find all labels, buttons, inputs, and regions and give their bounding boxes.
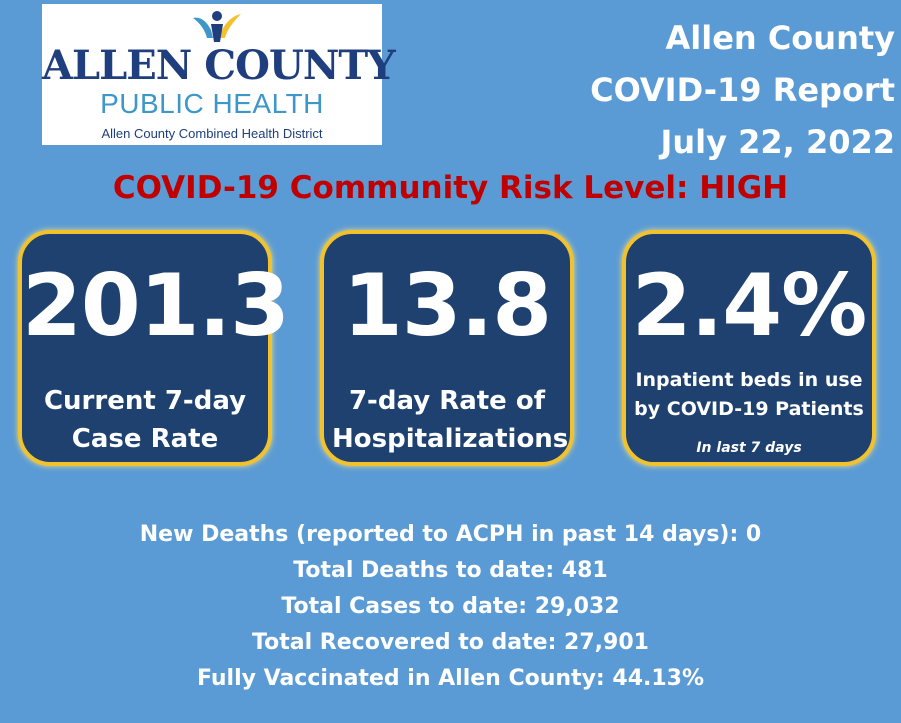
- report-title: Allen County COVID-19 Report July 22, 20…: [590, 12, 895, 168]
- logo-name: ALLEN COUNTY: [42, 42, 396, 89]
- logo-subtitle: PUBLIC HEALTH: [100, 88, 324, 119]
- acph-logo: ALLEN COUNTY PUBLIC HEALTH Allen County …: [42, 4, 396, 145]
- inpatient-beds-label-line1: Inpatient beds in use: [635, 369, 863, 391]
- hospitalization-rate-value: 13.8: [342, 256, 552, 356]
- hospitalization-rate-label-line1: 7-day Rate of: [348, 386, 546, 416]
- report-title-name: COVID-19 Report: [590, 71, 895, 109]
- hospitalization-rate-label-line2: Hospitalizations: [332, 424, 569, 454]
- case-rate-value: 201.3: [22, 256, 290, 356]
- inpatient-beds-label: Inpatient beds in use by COVID-19 Patien…: [626, 366, 872, 424]
- case-rate-label-line1: Current 7-day: [43, 386, 247, 416]
- total-cases-stat: Total Cases to date: 29,032: [281, 594, 620, 619]
- risk-level-heading: COVID-19 Community Risk Level: HIGH: [112, 170, 789, 206]
- inpatient-beds-card: 2.4% Inpatient beds in use by COVID-19 P…: [622, 230, 876, 466]
- hospitalization-rate-card: 13.8 7-day Rate of Hospitalizations: [320, 230, 574, 466]
- inpatient-beds-value: 2.4%: [631, 256, 868, 356]
- report-date: July 22, 2022: [660, 123, 895, 161]
- total-deaths-stat: Total Deaths to date: 481: [293, 558, 608, 583]
- case-rate-card: 201.3 Current 7-day Case Rate: [18, 230, 290, 466]
- new-deaths-stat: New Deaths (reported to ACPH in past 14 …: [139, 522, 762, 547]
- report-title-county: Allen County: [665, 19, 895, 57]
- person-figure-icon: [193, 11, 241, 42]
- fully-vaccinated-stat: Fully Vaccinated in Allen County: 44.13%: [196, 666, 705, 691]
- summary-stats: New Deaths (reported to ACPH in past 14 …: [0, 517, 901, 697]
- logo-district: Allen County Combined Health District: [101, 126, 323, 141]
- total-recovered-stat: Total Recovered to date: 27,901: [252, 630, 649, 655]
- inpatient-beds-note: In last 7 days: [696, 440, 802, 456]
- case-rate-label-line2: Case Rate: [71, 424, 219, 454]
- case-rate-label: Current 7-day Case Rate: [22, 382, 268, 458]
- hospitalization-rate-label: 7-day Rate of Hospitalizations: [324, 382, 570, 458]
- inpatient-beds-label-line2: by COVID-19 Patients: [634, 398, 864, 420]
